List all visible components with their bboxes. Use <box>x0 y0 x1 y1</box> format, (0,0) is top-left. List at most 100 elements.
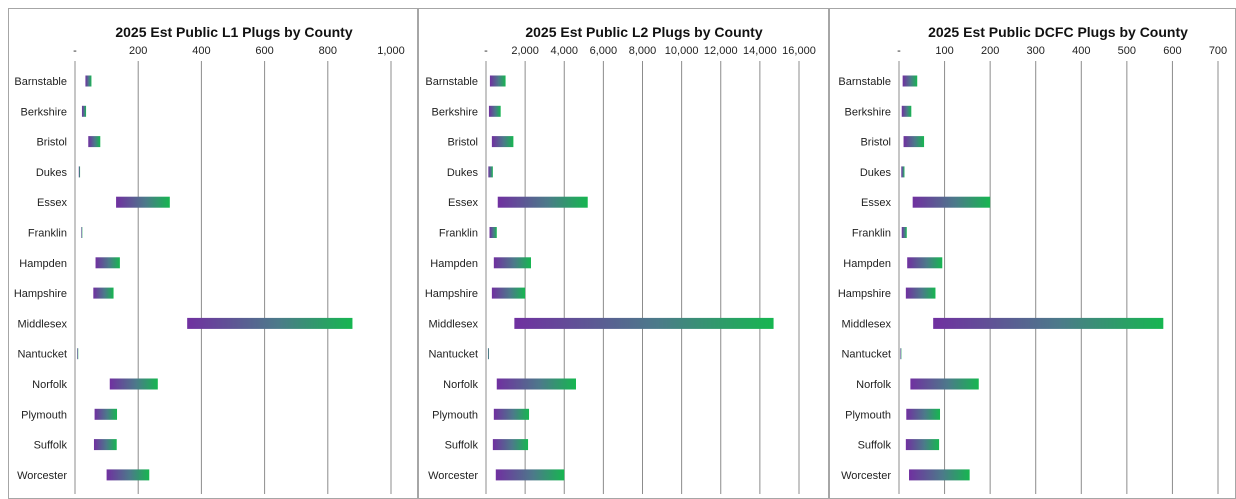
bar <box>933 317 1164 329</box>
bar <box>910 378 979 390</box>
category-label: Dukes <box>860 167 892 179</box>
bar <box>912 196 991 208</box>
category-label: Nantucket <box>428 349 478 361</box>
bar <box>905 439 940 451</box>
category-label: Worcester <box>841 470 891 482</box>
x-tick-label: 600 <box>255 45 273 57</box>
chart-panel-dcfc: 2025 Est Public DCFC Plugs by County - 100… <box>829 8 1236 499</box>
category-label: Hampshire <box>14 288 67 300</box>
category-label: Hampden <box>843 258 891 270</box>
bar <box>495 469 565 481</box>
x-tick-label: 4,000 <box>550 45 578 57</box>
category-label: Plymouth <box>845 409 891 421</box>
category-label: Worcester <box>428 470 478 482</box>
chart-panel-l1: 2025 Est Public L1 Plugs by County - 200 40… <box>8 8 418 499</box>
bar <box>88 136 101 148</box>
bar <box>907 257 943 269</box>
bar <box>77 348 79 360</box>
chart-svg-l1: 2025 Est Public L1 Plugs by County - 200 40… <box>14 24 405 494</box>
bar <box>901 166 905 178</box>
x-tick-label: - <box>73 45 77 57</box>
category-label: Hampden <box>430 258 478 270</box>
chart-title: 2025 Est Public L2 Plugs by County <box>525 24 762 40</box>
bar <box>488 105 501 117</box>
category-label: Hampden <box>19 258 67 270</box>
category-label: Hampshire <box>838 288 891 300</box>
chart-svg-dcfc: 2025 Est Public DCFC Plugs by County - 100… <box>838 24 1227 494</box>
category-label: Plymouth <box>432 409 478 421</box>
x-tick-label: 400 <box>192 45 210 57</box>
bar <box>903 136 925 148</box>
category-label: Norfolk <box>443 379 478 391</box>
bar <box>78 166 81 178</box>
category-label: Barnstable <box>425 76 478 88</box>
category-label: Suffolk <box>858 440 892 452</box>
bar <box>81 227 83 238</box>
bar <box>106 469 150 481</box>
category-label: Franklin <box>852 228 891 240</box>
bar <box>905 287 936 299</box>
chart-svg-l2: 2025 Est Public L2 Plugs by County - 2,000… <box>425 24 816 494</box>
category-label: Essex <box>37 197 67 209</box>
category-label: Norfolk <box>32 379 67 391</box>
bar <box>491 136 514 148</box>
bar <box>94 408 118 420</box>
bar <box>81 105 87 117</box>
x-tick-label: 12,000 <box>704 45 738 57</box>
x-tick-label: 10,000 <box>665 45 699 57</box>
x-tick-label: 200 <box>129 45 147 57</box>
x-tick-label: 300 <box>1027 45 1045 57</box>
category-label: Berkshire <box>845 106 891 118</box>
bar <box>906 408 941 420</box>
x-tick-label: 2,000 <box>511 45 539 57</box>
category-label: Franklin <box>439 228 478 240</box>
category-label: Barnstable <box>838 76 891 88</box>
category-label: Plymouth <box>21 409 67 421</box>
bar <box>109 378 158 390</box>
bar <box>187 317 353 329</box>
category-label: Nantucket <box>17 349 67 361</box>
x-tick-label: 14,000 <box>743 45 777 57</box>
category-label: Bristol <box>36 137 67 149</box>
bar <box>901 227 907 238</box>
bar <box>488 166 493 178</box>
chart-title: 2025 Est Public DCFC Plugs by County <box>928 24 1188 40</box>
bar <box>514 317 774 329</box>
category-label: Hampshire <box>425 288 478 300</box>
bar <box>85 75 92 87</box>
bar <box>493 408 530 420</box>
bar <box>901 105 912 117</box>
bar <box>95 257 120 269</box>
x-tick-label: 600 <box>1163 45 1181 57</box>
bar <box>489 75 506 87</box>
bar <box>93 439 117 451</box>
x-tick-label: 800 <box>319 45 337 57</box>
category-label: Essex <box>861 197 891 209</box>
bar <box>116 196 170 208</box>
x-tick-label: 200 <box>981 45 999 57</box>
category-label: Dukes <box>36 167 68 179</box>
category-label: Nantucket <box>841 349 891 361</box>
category-label: Norfolk <box>856 379 891 391</box>
category-label: Berkshire <box>432 106 478 118</box>
x-tick-label: 100 <box>935 45 953 57</box>
category-label: Bristol <box>447 137 478 149</box>
bar <box>496 378 576 390</box>
category-label: Bristol <box>860 137 891 149</box>
x-tick-label: 700 <box>1209 45 1227 57</box>
category-label: Middlesex <box>17 318 67 330</box>
bar <box>93 287 114 299</box>
category-label: Middlesex <box>428 318 478 330</box>
chart-panel-l2: 2025 Est Public L2 Plugs by County - 2,000… <box>418 8 829 499</box>
x-tick-label: 400 <box>1072 45 1090 57</box>
category-label: Suffolk <box>445 440 479 452</box>
x-tick-label: - <box>484 45 488 57</box>
category-label: Worcester <box>17 470 67 482</box>
bar <box>497 196 588 208</box>
x-tick-label: 1,000 <box>377 45 405 57</box>
category-label: Barnstable <box>14 76 67 88</box>
chart-title: 2025 Est Public L1 Plugs by County <box>115 24 352 40</box>
x-tick-label: 8,000 <box>629 45 657 57</box>
bar <box>909 469 970 481</box>
bar <box>487 348 489 360</box>
